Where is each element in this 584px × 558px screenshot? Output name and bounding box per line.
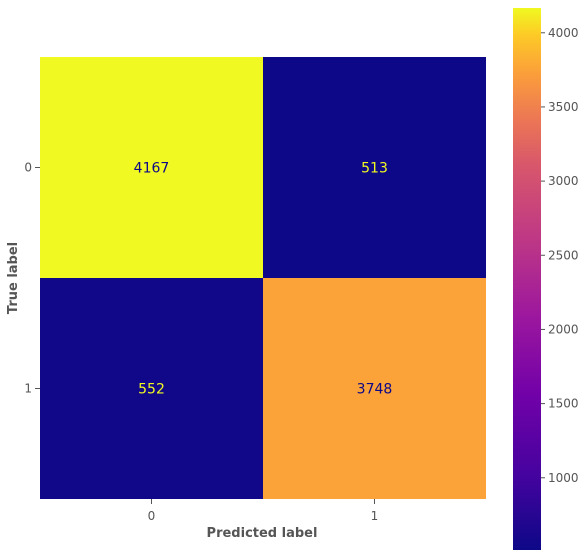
colorbar-tick-label-2: 2000 [548, 322, 579, 336]
y-tick-label-0: 0 [24, 161, 32, 175]
heatmap-cell-1-1 [263, 278, 486, 499]
cell-value-0-0: 4167 [134, 161, 170, 177]
heatmap-cell-0-1 [263, 57, 486, 278]
colorbar-tick-label-1: 1500 [548, 397, 579, 411]
y-tick-label-1: 1 [24, 382, 32, 396]
cell-value-1-0: 552 [138, 382, 165, 398]
colorbar-gradient [513, 8, 541, 550]
colorbar-tick-label-6: 4000 [548, 26, 579, 40]
cell-value-1-1: 3748 [357, 382, 393, 398]
colorbar-tick-label-0: 1000 [548, 471, 579, 485]
y-axis-label: True label [6, 242, 21, 314]
heatmap-cell-1-0 [40, 278, 263, 499]
cell-value-labels: 4167 513 552 3748 [134, 161, 393, 398]
axes: 0 1 0 1 [24, 161, 378, 524]
colorbar-tick-label-5: 3500 [548, 100, 579, 114]
colorbar-tick-label-4: 3000 [548, 174, 579, 188]
heatmap-cell-0-0 [40, 57, 263, 278]
colorbar: 1000 1500 2000 2500 3000 3500 4000 [513, 8, 579, 550]
cell-value-0-1: 513 [361, 161, 388, 177]
x-tick-label-1: 1 [371, 509, 379, 523]
heatmap-cells [40, 57, 486, 499]
colorbar-tick-label-3: 2500 [548, 248, 579, 262]
x-tick-label-0: 0 [148, 509, 156, 523]
x-axis-label: Predicted label [207, 526, 318, 541]
